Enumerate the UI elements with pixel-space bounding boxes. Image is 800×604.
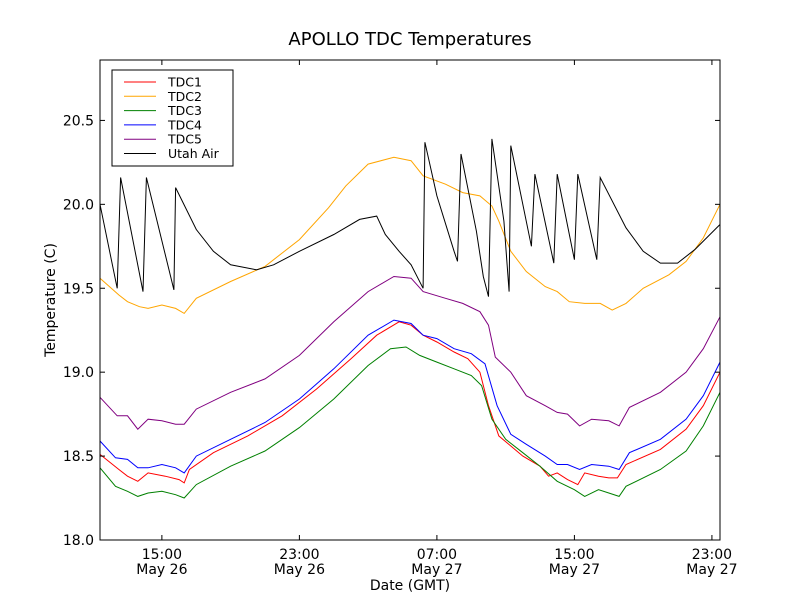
x-tick-label-time: 07:00 bbox=[417, 547, 457, 563]
x-tick-label-date: May 27 bbox=[411, 562, 462, 578]
y-tick-label: 20.5 bbox=[63, 113, 94, 129]
series-line-tdc4 bbox=[99, 319, 721, 474]
x-tick-label-time: 15:00 bbox=[554, 547, 594, 563]
x-tick-label-time: 23:00 bbox=[279, 547, 319, 563]
series-line-tdc2 bbox=[99, 156, 721, 315]
series-line-tdc5 bbox=[99, 275, 721, 430]
series-line-utah-air bbox=[99, 138, 721, 297]
x-tick-label-date: May 27 bbox=[686, 562, 737, 578]
legend-label: Utah Air bbox=[168, 146, 220, 161]
legend-label: TDC4 bbox=[167, 117, 202, 132]
x-axis-label: Date (GMT) bbox=[370, 578, 450, 594]
legend-label: TDC2 bbox=[167, 89, 202, 104]
y-tick-label: 18.0 bbox=[63, 533, 94, 549]
x-tick-label-time: 15:00 bbox=[142, 547, 182, 563]
legend-box bbox=[111, 69, 234, 167]
x-tick-label-date: May 26 bbox=[136, 562, 187, 578]
series-lines bbox=[99, 138, 721, 499]
x-tick-label-date: May 27 bbox=[549, 562, 600, 578]
x-tick-label-date: May 26 bbox=[274, 562, 325, 578]
series-line-tdc3 bbox=[99, 346, 721, 499]
x-tick-label-time: 23:00 bbox=[692, 547, 732, 563]
y-axis-label: Temperature (C) bbox=[43, 243, 59, 358]
y-tick-label: 20.0 bbox=[63, 197, 94, 213]
y-tick-label: 19.0 bbox=[63, 365, 94, 381]
y-tick-label: 18.5 bbox=[63, 449, 94, 465]
legend-label: TDC3 bbox=[167, 103, 202, 118]
legend-label: TDC5 bbox=[167, 132, 202, 147]
series-line-tdc1 bbox=[99, 321, 721, 486]
chart-title: APOLLO TDC Temperatures bbox=[288, 29, 531, 50]
legend-label: TDC1 bbox=[167, 75, 202, 90]
plot-frame bbox=[99, 59, 721, 541]
y-tick-label: 19.5 bbox=[63, 281, 94, 297]
